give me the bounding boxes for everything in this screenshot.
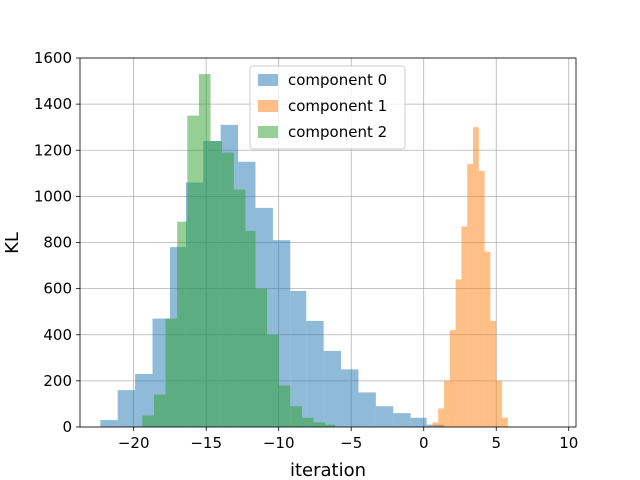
histogram-bar	[375, 406, 394, 427]
axis-ticks: −20 −15 −10 −5 0 5 10 0 200 400 600 800 1000 1200 1400…	[34, 49, 578, 452]
histogram-bar	[301, 417, 314, 427]
histogram-bar	[473, 127, 479, 427]
histogram-bar	[142, 415, 154, 427]
histogram-bar	[210, 141, 223, 427]
y-tick-label: 1400	[34, 95, 72, 113]
histogram-bar	[325, 424, 336, 427]
histogram-bar	[290, 406, 302, 427]
legend: component 0 component 1 component 2	[249, 65, 406, 150]
histogram-bar	[496, 380, 503, 427]
y-tick-label: 0	[62, 418, 72, 436]
y-tick-label: 200	[43, 372, 72, 390]
legend-label: component 2	[288, 123, 387, 141]
histogram-bar	[484, 251, 491, 427]
histogram-bar	[358, 392, 376, 427]
histogram-bar	[187, 115, 199, 427]
histogram-bar	[461, 226, 468, 427]
histogram-bar	[100, 420, 118, 427]
histogram-bar	[341, 369, 359, 427]
histogram-bar	[306, 320, 324, 427]
legend-swatch	[258, 74, 278, 86]
histogram-bar	[444, 380, 450, 427]
legend-box	[249, 65, 406, 150]
histogram-bar	[255, 288, 268, 427]
x-tick-label: 10	[559, 434, 578, 452]
y-tick-label: 1000	[34, 187, 72, 205]
histogram-bar	[153, 394, 166, 427]
histogram-bar	[198, 74, 211, 428]
histogram-bar	[490, 320, 497, 427]
histogram-bar	[502, 417, 508, 427]
y-tick-label: 600	[43, 280, 72, 298]
histogram-bar	[438, 408, 445, 427]
histogram-bar	[449, 330, 456, 427]
y-tick-label: 1600	[34, 49, 72, 67]
legend-label: component 0	[288, 71, 387, 89]
x-tick-label: −15	[190, 434, 222, 452]
histogram-bar	[222, 152, 234, 427]
x-tick-label: 5	[491, 434, 501, 452]
y-tick-label: 1200	[34, 141, 72, 159]
legend-swatch	[258, 100, 278, 112]
y-tick-label: 800	[43, 234, 72, 252]
histogram-bar	[393, 413, 411, 427]
histogram-bar	[177, 221, 188, 427]
histogram-bar	[478, 171, 485, 427]
histogram-bar	[267, 334, 279, 427]
x-tick-label: 0	[419, 434, 429, 452]
series-2-bars	[142, 74, 336, 428]
x-tick-label: −20	[118, 434, 150, 452]
legend-swatch	[258, 126, 278, 138]
x-tick-label: −5	[340, 434, 362, 452]
histogram-bar	[278, 385, 291, 427]
histogram-bar	[290, 290, 307, 427]
histogram-bar	[165, 318, 178, 427]
y-tick-label: 400	[43, 326, 72, 344]
histogram-bars	[100, 74, 508, 428]
y-axis-label: KL	[2, 232, 23, 254]
histogram-bar	[410, 417, 427, 427]
histogram-bar	[245, 230, 256, 427]
histogram-bar	[455, 279, 462, 427]
histogram-bar	[313, 422, 326, 427]
x-axis-label: iteration	[290, 460, 366, 480]
histogram-bar	[467, 164, 474, 427]
histogram-bar	[135, 373, 153, 427]
series-1-bars	[432, 127, 508, 427]
histogram-bar	[233, 189, 246, 427]
histogram-bar	[117, 390, 136, 427]
x-tick-label: −10	[263, 434, 295, 452]
histogram-bar	[323, 350, 342, 427]
legend-label: component 1	[288, 97, 387, 115]
histogram-bar	[432, 422, 439, 427]
